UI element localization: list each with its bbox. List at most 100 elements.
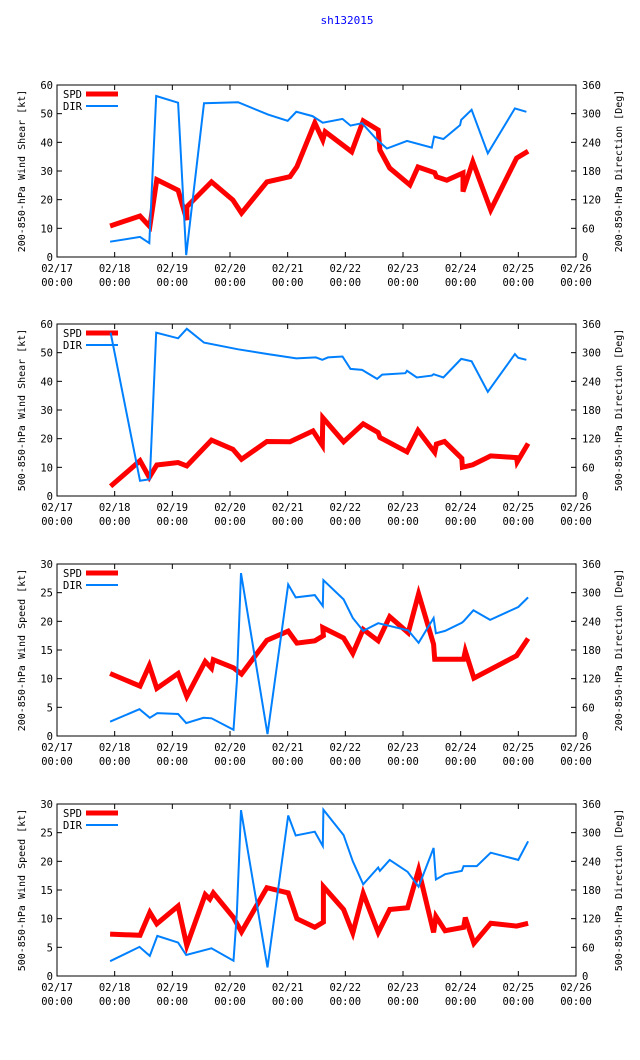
x-tick-time: 00:00 <box>445 996 477 1008</box>
x-tick-time: 00:00 <box>272 277 304 289</box>
y-tick-label: 20 <box>40 856 53 868</box>
y-tick-label: 50 <box>40 109 53 121</box>
series-line-spd <box>109 116 530 233</box>
x-tick-date: 02/24 <box>445 742 477 754</box>
x-tick-time: 00:00 <box>387 516 419 528</box>
x-tick-date: 02/17 <box>41 982 73 994</box>
x-tick-time: 00:00 <box>330 996 362 1008</box>
y-tick-label: 20 <box>40 434 53 446</box>
y2-tick-label: 360 <box>582 799 601 811</box>
y-tick-label: 0 <box>47 971 53 983</box>
y2-tick-label: 360 <box>582 80 601 92</box>
y2-tick-label: 240 <box>582 137 601 149</box>
x-tick-date: 02/21 <box>272 263 304 275</box>
series-line-dir <box>109 327 527 482</box>
y2-tick-label: 60 <box>582 223 595 235</box>
x-tick-time: 00:00 <box>99 277 131 289</box>
x-tick-date: 02/26 <box>560 263 592 275</box>
legend-label-dir: DIR <box>63 101 83 113</box>
y2-tick-label: 180 <box>582 405 601 417</box>
panel-4: 05101520253006012018024030036002/1700:00… <box>17 799 625 1008</box>
y2-tick-label: 120 <box>582 674 601 686</box>
x-tick-date: 02/19 <box>157 502 189 514</box>
x-tick-date: 02/20 <box>214 982 246 994</box>
legend-label-spd: SPD <box>63 568 82 580</box>
y-tick-label: 10 <box>40 674 53 686</box>
y-tick-label: 50 <box>40 348 53 360</box>
panel-3: 05101520253006012018024030036002/1700:00… <box>17 559 625 768</box>
x-tick-time: 00:00 <box>330 516 362 528</box>
x-tick-time: 00:00 <box>503 516 535 528</box>
y2-axis-label: 500-850-hPa Direction [Deg] <box>614 809 625 972</box>
y2-axis-label: 200-850-hPa Direction [Deg] <box>614 569 625 732</box>
x-tick-date: 02/22 <box>330 982 362 994</box>
y2-tick-label: 0 <box>582 491 588 503</box>
y2-tick-label: 360 <box>582 319 601 331</box>
x-tick-time: 00:00 <box>560 996 592 1008</box>
x-tick-time: 00:00 <box>445 516 477 528</box>
x-tick-date: 02/19 <box>157 982 189 994</box>
y2-axis-label: 200-850-hPa Direction [Deg] <box>614 90 625 253</box>
x-tick-time: 00:00 <box>272 756 304 768</box>
x-tick-time: 00:00 <box>99 996 131 1008</box>
x-tick-date: 02/17 <box>41 742 73 754</box>
x-tick-time: 00:00 <box>272 516 304 528</box>
y-tick-label: 60 <box>40 80 53 92</box>
x-tick-time: 00:00 <box>41 996 73 1008</box>
plot-frame <box>56 323 577 497</box>
x-tick-date: 02/18 <box>99 502 131 514</box>
x-tick-time: 00:00 <box>560 516 592 528</box>
x-tick-time: 00:00 <box>503 277 535 289</box>
y-axis-label: 200-850-hPa Wind Shear [kt] <box>17 90 28 253</box>
y2-tick-label: 180 <box>582 645 601 657</box>
x-tick-time: 00:00 <box>41 756 73 768</box>
y2-tick-label: 180 <box>582 885 601 897</box>
x-tick-date: 02/25 <box>503 263 535 275</box>
y2-tick-label: 240 <box>582 616 601 628</box>
legend-label-spd: SPD <box>63 808 82 820</box>
y-tick-label: 25 <box>40 828 53 840</box>
y2-tick-label: 300 <box>582 588 601 600</box>
legend-label-spd: SPD <box>63 328 82 340</box>
y-tick-label: 0 <box>47 731 53 743</box>
x-tick-date: 02/25 <box>503 742 535 754</box>
legend-label-dir: DIR <box>63 580 83 592</box>
x-tick-time: 00:00 <box>330 756 362 768</box>
x-tick-time: 00:00 <box>214 996 246 1008</box>
y2-tick-label: 360 <box>582 559 601 571</box>
x-tick-date: 02/23 <box>387 742 419 754</box>
x-tick-date: 02/18 <box>99 263 131 275</box>
y-tick-label: 15 <box>40 645 53 657</box>
y-axis-label: 200-850-hPa Wind Speed [kt] <box>17 569 28 732</box>
x-tick-date: 02/22 <box>330 502 362 514</box>
x-tick-date: 02/18 <box>99 982 131 994</box>
x-tick-time: 00:00 <box>214 756 246 768</box>
x-tick-date: 02/24 <box>445 263 477 275</box>
y2-tick-label: 300 <box>582 109 601 121</box>
x-tick-time: 00:00 <box>560 756 592 768</box>
x-tick-date: 02/26 <box>560 742 592 754</box>
y2-tick-label: 120 <box>582 914 601 926</box>
legend-label-dir: DIR <box>63 340 83 352</box>
x-tick-time: 00:00 <box>214 516 246 528</box>
y-tick-label: 25 <box>40 588 53 600</box>
y2-tick-label: 240 <box>582 376 601 388</box>
series-line-dir <box>109 806 529 968</box>
legend-label-spd: SPD <box>63 89 82 101</box>
x-tick-date: 02/21 <box>272 502 304 514</box>
x-tick-time: 00:00 <box>41 516 73 528</box>
x-tick-date: 02/21 <box>272 742 304 754</box>
x-tick-time: 00:00 <box>445 277 477 289</box>
y-tick-label: 5 <box>47 702 53 714</box>
y2-tick-label: 60 <box>582 462 595 474</box>
y2-tick-label: 0 <box>582 252 588 264</box>
y-tick-label: 20 <box>40 616 53 628</box>
x-tick-date: 02/17 <box>41 502 73 514</box>
x-tick-time: 00:00 <box>560 277 592 289</box>
y2-tick-label: 300 <box>582 828 601 840</box>
series-line-spd <box>108 411 531 489</box>
x-tick-time: 00:00 <box>157 756 189 768</box>
y2-tick-label: 240 <box>582 856 601 868</box>
series-line-spd <box>109 860 529 955</box>
y-tick-label: 40 <box>40 137 53 149</box>
